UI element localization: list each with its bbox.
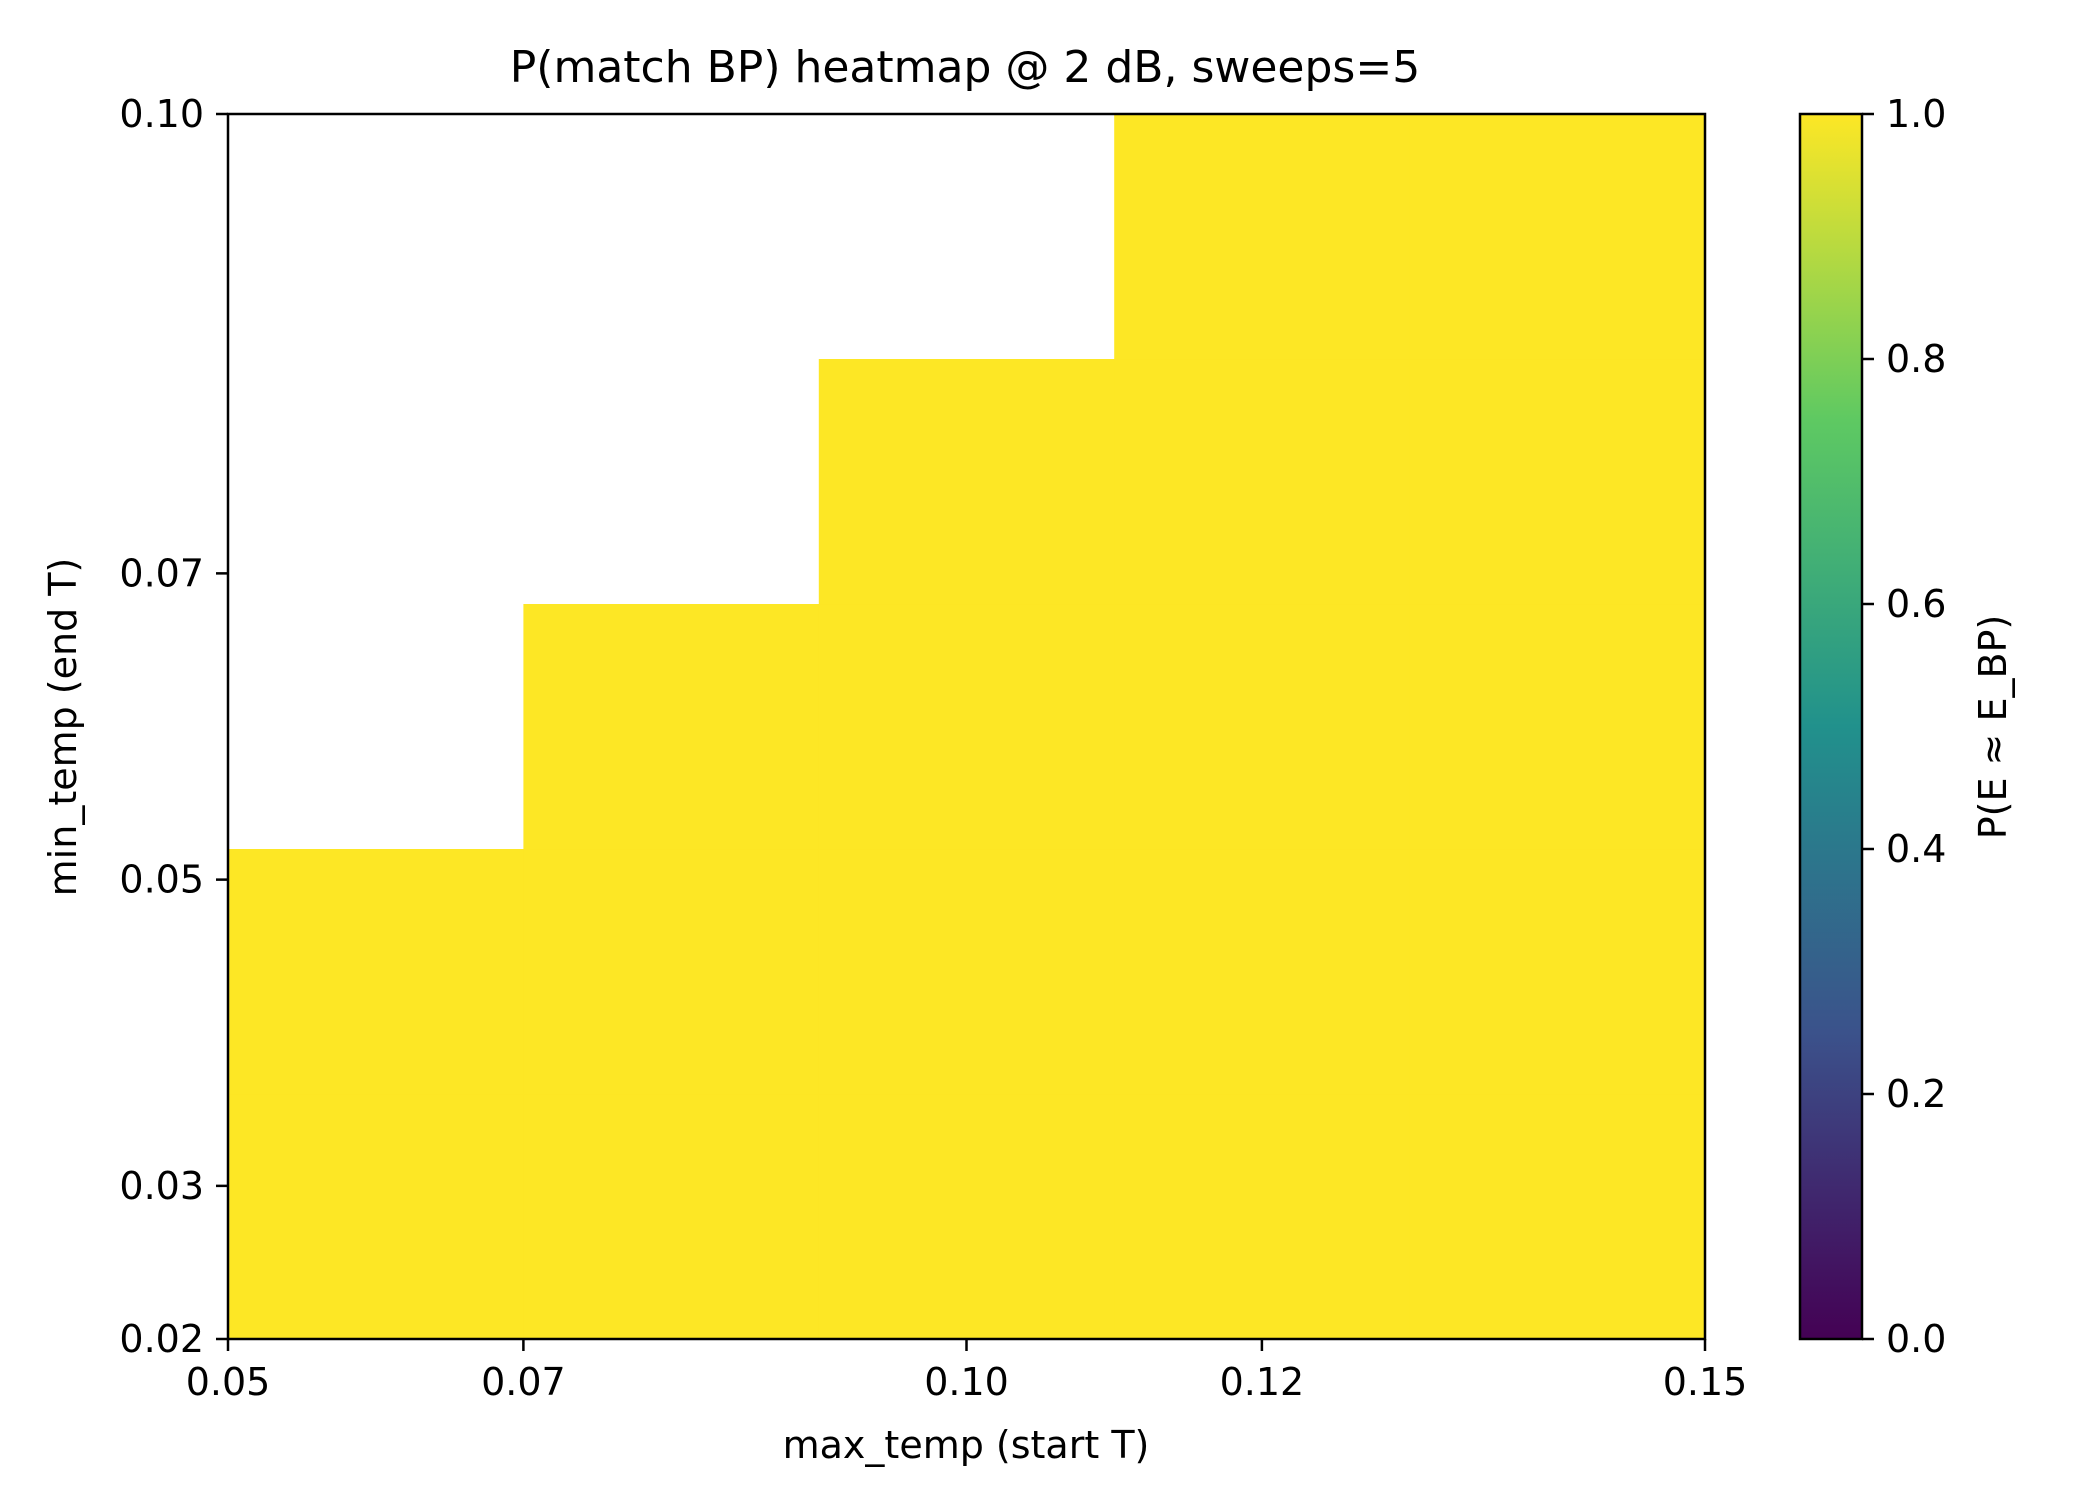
heatmap-cell xyxy=(1114,114,1411,360)
colorbar-tick-label: 0.8 xyxy=(1886,337,1946,381)
heatmap-cell xyxy=(228,1094,524,1340)
heatmap-cells xyxy=(228,114,1706,1340)
x-tick-label: 0.10 xyxy=(924,1360,1009,1404)
heatmap-cell xyxy=(1114,1094,1411,1340)
colorbar-tick-label: 0.6 xyxy=(1886,582,1946,626)
heatmap-cell xyxy=(1409,604,1706,850)
heatmap-cell xyxy=(1114,849,1411,1095)
colorbar xyxy=(1798,112,1864,1341)
y-tick-label: 0.07 xyxy=(119,551,204,595)
heatmap-cell xyxy=(1409,849,1706,1095)
x-tick-label: 0.05 xyxy=(186,1360,271,1404)
colorbar-tick-label: 0.4 xyxy=(1886,827,1946,871)
colorbar-tick-label: 1.0 xyxy=(1886,92,1946,136)
x-axis: 0.05 0.07 0.10 0.12 0.15 xyxy=(186,1339,1748,1404)
y-tick-label: 0.02 xyxy=(119,1317,204,1361)
heatmap-cell xyxy=(523,1094,820,1340)
heatmap-cell xyxy=(523,604,820,850)
y-tick-label: 0.10 xyxy=(119,92,204,136)
colorbar-tick-label: 0.2 xyxy=(1886,1072,1946,1116)
heatmap-cell xyxy=(1409,1094,1706,1340)
chart-title: P(match BP) heatmap @ 2 dB, sweeps=5 xyxy=(510,42,1420,93)
heatmap-cell xyxy=(1114,359,1411,605)
x-axis-label: max_temp (start T) xyxy=(783,1423,1150,1467)
x-tick-label: 0.07 xyxy=(481,1360,566,1404)
heatmap-cell xyxy=(1409,359,1706,605)
heatmap-cell xyxy=(818,604,1115,850)
heatmap-cell xyxy=(1114,604,1411,850)
heatmap-cell xyxy=(523,849,820,1095)
heatmap-cell xyxy=(818,1094,1115,1340)
x-tick-label: 0.12 xyxy=(1220,1360,1305,1404)
y-tick-label: 0.03 xyxy=(119,1164,204,1208)
heatmap-cell xyxy=(228,849,524,1095)
colorbar-label: P(E ≈ E_BP) xyxy=(1971,615,2015,840)
heatmap-cell xyxy=(818,359,1115,605)
colorbar-tick-label: 0.0 xyxy=(1886,1317,1946,1361)
colorbar-ticks: 0.0 0.2 0.4 0.6 0.8 1.0 xyxy=(1862,92,1946,1361)
y-axis-label: min_temp (end T) xyxy=(41,558,85,897)
heatmap-cell xyxy=(818,849,1115,1095)
x-tick-label: 0.15 xyxy=(1663,1360,1748,1404)
y-axis: 0.02 0.03 0.05 0.07 0.10 xyxy=(119,92,228,1361)
y-tick-label: 0.05 xyxy=(119,858,204,902)
heatmap-cell xyxy=(1409,114,1706,360)
